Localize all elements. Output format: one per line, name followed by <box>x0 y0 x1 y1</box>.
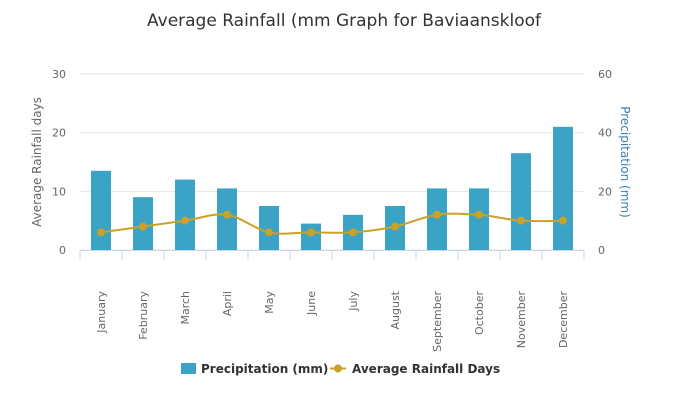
right-axis-ticks: 0 20 40 60 <box>598 68 612 257</box>
category-label: October <box>473 291 486 335</box>
rainfall-days-point[interactable] <box>391 222 399 231</box>
chart-title: Average Rainfall (mm Graph for Baviaansk… <box>147 11 542 31</box>
legend-rainfall-days-marker <box>334 364 342 373</box>
right-tick-label: 60 <box>598 68 612 81</box>
rainfall-days-point[interactable] <box>139 222 147 231</box>
rainfall-days-point[interactable] <box>559 216 567 225</box>
rainfall-days-point[interactable] <box>433 210 441 219</box>
rainfall-days-point[interactable] <box>517 216 525 225</box>
precipitation-bar[interactable] <box>427 188 447 250</box>
category-labels: January February March April May June July Augu… <box>95 290 570 351</box>
right-axis-title: Precipitation (mm) <box>618 106 632 218</box>
precipitation-bar[interactable] <box>259 206 279 250</box>
rainfall-days-point[interactable] <box>475 210 483 219</box>
left-tick-label: 0 <box>59 244 66 257</box>
category-label: May <box>263 291 276 314</box>
category-label: April <box>221 291 234 316</box>
rainfall-days-point[interactable] <box>307 228 315 237</box>
category-label: January <box>95 291 108 334</box>
left-tick-label: 20 <box>52 127 66 140</box>
precipitation-bar[interactable] <box>301 223 321 250</box>
left-axis-ticks: 0 10 20 30 <box>52 68 66 257</box>
rainfall-days-line <box>97 210 567 237</box>
category-label: December <box>557 291 570 349</box>
left-axis-title: Average Rainfall days <box>30 97 44 227</box>
legend-precipitation-swatch[interactable] <box>181 363 196 374</box>
precipitation-bar[interactable] <box>469 188 489 250</box>
rainfall-days-point[interactable] <box>181 216 189 225</box>
legend-precipitation-label[interactable]: Precipitation (mm) <box>201 362 328 376</box>
rainfall-days-point[interactable] <box>265 228 273 237</box>
precipitation-bars <box>91 126 573 250</box>
category-label: March <box>179 291 192 325</box>
precipitation-bar[interactable] <box>217 188 237 250</box>
rainfall-days-path <box>100 212 564 235</box>
category-label: September <box>431 291 444 352</box>
precipitation-bar[interactable] <box>511 153 531 250</box>
category-label: July <box>347 291 360 312</box>
gridlines <box>80 73 584 251</box>
category-label: June <box>305 291 318 316</box>
precipitation-bar[interactable] <box>553 126 573 250</box>
left-tick-label: 10 <box>52 185 66 198</box>
left-tick-label: 30 <box>52 68 66 81</box>
rainfall-days-point[interactable] <box>349 228 357 237</box>
right-tick-label: 20 <box>598 185 612 198</box>
category-label: November <box>515 291 528 349</box>
rainfall-days-point[interactable] <box>223 210 231 219</box>
precipitation-bar[interactable] <box>175 179 195 250</box>
precipitation-bar[interactable] <box>91 170 111 250</box>
category-label: August <box>389 290 402 329</box>
category-label: February <box>137 291 150 340</box>
right-tick-label: 0 <box>598 244 605 257</box>
legend: Precipitation (mm) Average Rainfall Days <box>181 362 500 376</box>
rainfall-days-point[interactable] <box>97 228 105 237</box>
x-axis <box>79 250 585 260</box>
legend-rainfall-days-label[interactable]: Average Rainfall Days <box>352 362 500 376</box>
right-tick-label: 40 <box>598 127 612 140</box>
